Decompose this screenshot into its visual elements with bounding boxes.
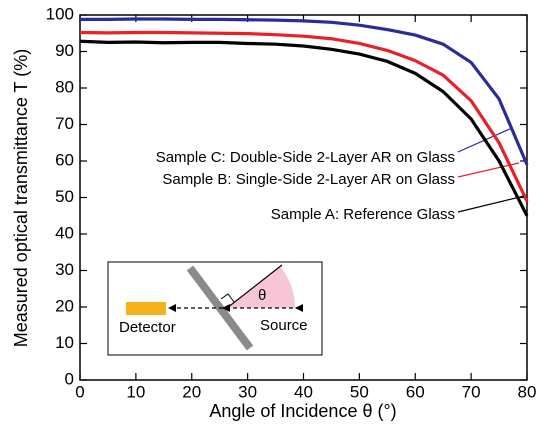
y-tick-label: 80 [55, 77, 74, 96]
y-tick-label: 20 [55, 296, 74, 315]
x-tick-label: 10 [126, 382, 145, 401]
right-angle [220, 293, 235, 303]
series-line [79, 39, 529, 217]
y-tick-label: 70 [55, 114, 74, 133]
y-tick-label: 100 [46, 4, 74, 23]
x-tick-label: 30 [238, 382, 257, 401]
y-tick-label: 0 [65, 369, 74, 388]
y-axis-label: Measured optical transmittance T (%) [11, 49, 31, 347]
x-tick-label: 70 [462, 382, 481, 401]
inset: Detector Source θ [107, 261, 323, 356]
x-tick-label: 80 [518, 382, 537, 401]
inset-label: θ [258, 287, 266, 304]
series-label: Sample B: Single-Side 2-Layer AR on Glas… [162, 171, 455, 188]
normal-line [226, 264, 283, 309]
series-line [79, 30, 529, 202]
y-tick-label: 10 [55, 333, 74, 352]
series-label: Sample A: Reference Glass [271, 206, 455, 223]
detector-icon [126, 302, 166, 315]
inset-label: Detector [119, 319, 176, 336]
arrow-head [168, 304, 176, 312]
y-tick-label: 90 [55, 41, 74, 60]
y-tick-label: 30 [55, 260, 74, 279]
x-tick-label: 20 [182, 382, 201, 401]
x-tick-label: 60 [406, 382, 425, 401]
x-tick-label: 50 [350, 382, 369, 401]
leader-line [457, 162, 520, 178]
x-tick-label: 0 [75, 382, 84, 401]
x-tick-label: 40 [294, 382, 313, 401]
inset-label: Source [260, 317, 308, 334]
series-line [80, 17, 529, 166]
leader-line [457, 195, 525, 213]
series-label: Sample C: Double-Side 2-Layer AR on Glas… [156, 149, 455, 166]
y-tick-label: 40 [55, 223, 74, 242]
arrow-head [222, 304, 230, 312]
y-tick-label: 60 [55, 150, 74, 169]
y-tick-label: 50 [55, 187, 74, 206]
x-axis-label: Angle of Incidence θ (°) [209, 401, 396, 421]
arrow-head [295, 304, 303, 312]
angle-wedge [227, 266, 295, 308]
